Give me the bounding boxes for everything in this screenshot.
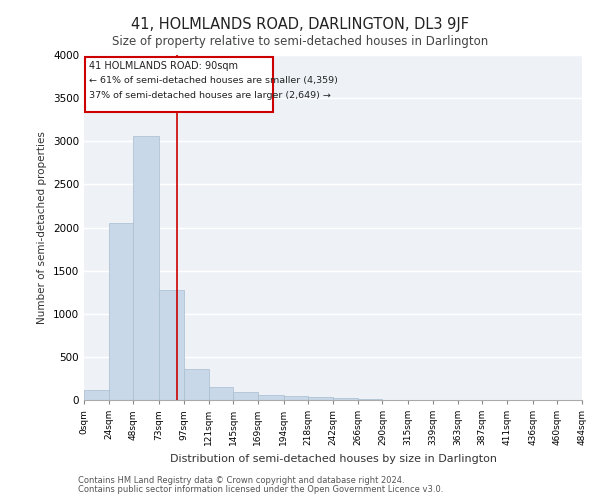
Text: ← 61% of semi-detached houses are smaller (4,359): ← 61% of semi-detached houses are smalle… xyxy=(89,76,338,85)
Bar xyxy=(84,390,109,400)
Text: Contains HM Land Registry data © Crown copyright and database right 2024.: Contains HM Land Registry data © Crown c… xyxy=(78,476,404,485)
Text: 41, HOLMLANDS ROAD, DARLINGTON, DL3 9JF: 41, HOLMLANDS ROAD, DARLINGTON, DL3 9JF xyxy=(131,18,469,32)
Bar xyxy=(358,399,382,400)
Bar xyxy=(85,56,274,112)
Bar xyxy=(284,396,308,400)
Text: Contains public sector information licensed under the Open Government Licence v3: Contains public sector information licen… xyxy=(78,485,443,494)
Text: 37% of semi-detached houses are larger (2,649) →: 37% of semi-detached houses are larger (… xyxy=(89,91,331,100)
Bar xyxy=(184,369,209,400)
Bar xyxy=(133,136,159,400)
Y-axis label: Number of semi-detached properties: Number of semi-detached properties xyxy=(37,131,47,324)
Text: Size of property relative to semi-detached houses in Darlington: Size of property relative to semi-detach… xyxy=(112,35,488,48)
Text: 41 HOLMLANDS ROAD: 90sqm: 41 HOLMLANDS ROAD: 90sqm xyxy=(89,62,238,72)
Bar xyxy=(233,392,258,400)
X-axis label: Distribution of semi-detached houses by size in Darlington: Distribution of semi-detached houses by … xyxy=(170,454,497,464)
Bar xyxy=(308,398,333,400)
Bar xyxy=(258,395,284,400)
Bar xyxy=(333,398,358,400)
Bar xyxy=(209,386,233,400)
Bar xyxy=(109,223,133,400)
Bar xyxy=(159,290,184,400)
